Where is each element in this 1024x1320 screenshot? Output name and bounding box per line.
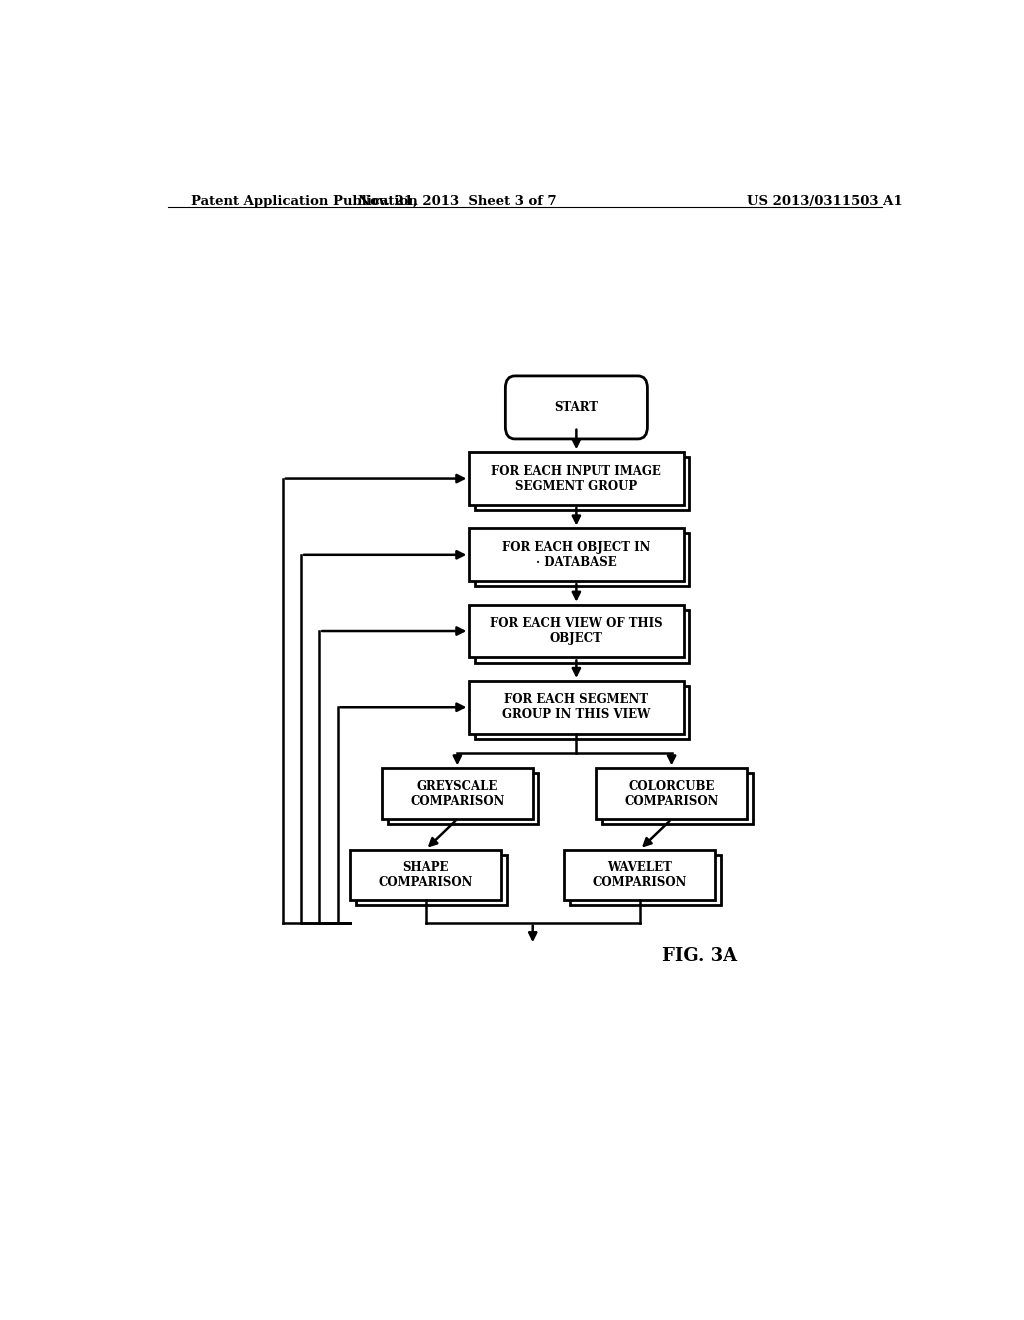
Bar <box>469 528 684 581</box>
Bar <box>570 854 721 906</box>
Bar <box>469 605 684 657</box>
Text: GREYSCALE
COMPARISON: GREYSCALE COMPARISON <box>411 780 505 808</box>
Text: FOR EACH INPUT IMAGE
SEGMENT GROUP: FOR EACH INPUT IMAGE SEGMENT GROUP <box>492 465 662 492</box>
Text: FOR EACH OBJECT IN
· DATABASE: FOR EACH OBJECT IN · DATABASE <box>502 541 650 569</box>
Text: FOR EACH SEGMENT
GROUP IN THIS VIEW: FOR EACH SEGMENT GROUP IN THIS VIEW <box>502 693 650 721</box>
Text: Patent Application Publication: Patent Application Publication <box>191 194 418 207</box>
Bar <box>564 850 715 900</box>
Text: START: START <box>554 401 598 414</box>
Text: WAVELET
COMPARISON: WAVELET COMPARISON <box>593 861 687 888</box>
Bar <box>475 610 689 663</box>
Text: SHAPE
COMPARISON: SHAPE COMPARISON <box>379 861 473 888</box>
Bar <box>382 768 532 818</box>
Bar <box>469 681 684 734</box>
Text: Nov. 21, 2013  Sheet 3 of 7: Nov. 21, 2013 Sheet 3 of 7 <box>358 194 557 207</box>
Bar <box>596 768 748 818</box>
Bar <box>387 774 539 824</box>
Text: US 2013/0311503 A1: US 2013/0311503 A1 <box>748 194 902 207</box>
FancyBboxPatch shape <box>506 376 647 440</box>
Text: FIG. 3A: FIG. 3A <box>662 948 737 965</box>
Bar <box>350 850 501 900</box>
Bar <box>475 457 689 510</box>
Text: FOR EACH VIEW OF THIS
OBJECT: FOR EACH VIEW OF THIS OBJECT <box>490 616 663 645</box>
Bar <box>355 854 507 906</box>
Bar <box>469 453 684 506</box>
Bar <box>475 533 689 586</box>
Bar <box>475 686 689 739</box>
Text: COLORCUBE
COMPARISON: COLORCUBE COMPARISON <box>625 780 719 808</box>
Bar <box>602 774 753 824</box>
